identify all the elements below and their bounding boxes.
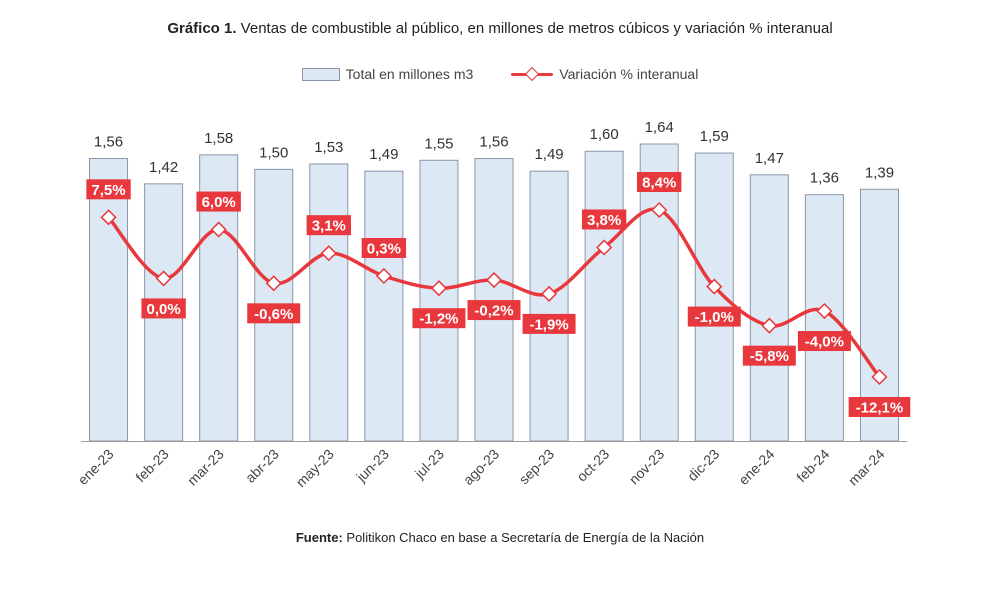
- line-value-label: -0,6%: [254, 306, 293, 323]
- line-value-label-box: [742, 345, 796, 366]
- line-point-marker: [596, 239, 613, 256]
- line-value-label: -5,8%: [750, 348, 789, 365]
- legend-line-swatch: [511, 66, 554, 82]
- line-value-label: 8,4%: [642, 175, 676, 192]
- line-point-marker: [155, 270, 172, 287]
- line-value-label: 0,3%: [367, 240, 401, 257]
- line-point-marker: [541, 285, 558, 302]
- x-tick-label: feb-23: [132, 446, 172, 486]
- bar-value-label: 1,36: [810, 170, 839, 187]
- line-point-marker: [816, 302, 833, 320]
- line-point-marker: [320, 245, 337, 262]
- line-point-marker: [706, 278, 723, 295]
- bar-value-label: 1,47: [755, 150, 784, 167]
- line-value-label-box: [86, 179, 131, 200]
- x-tick-label: nov-23: [626, 446, 668, 488]
- bar: [749, 174, 789, 442]
- line-value-label-box: [522, 313, 576, 334]
- bar-value-label: 1,39: [865, 164, 894, 181]
- bar-value-label: 1,58: [204, 130, 233, 147]
- line-value-label: 3,8%: [587, 212, 621, 229]
- line-value-label: -0,2%: [474, 303, 513, 320]
- source-text: Politikon Chaco en base a Secretaría de …: [342, 530, 705, 545]
- bar: [89, 157, 129, 442]
- line-value-label: 0,0%: [146, 301, 180, 318]
- bar: [419, 159, 459, 442]
- line-point-marker: [871, 368, 888, 386]
- line-value-label: -12,1%: [856, 400, 904, 417]
- chart-title: Gráfico 1. Ventas de combustible al públ…: [0, 20, 1000, 37]
- line-value-label: 3,1%: [312, 218, 346, 235]
- x-tick-label: jun-23: [352, 446, 392, 486]
- x-tick-label: sep-23: [516, 446, 558, 488]
- chart-legend: Total en millones m3 Variación % interan…: [0, 66, 1000, 82]
- line-point-marker: [210, 221, 227, 238]
- line-value-label-box: [361, 237, 407, 258]
- x-tick-label: dic-23: [684, 446, 722, 484]
- x-tick-label: may-23: [293, 446, 337, 490]
- bar-value-label: 1,56: [94, 133, 123, 150]
- line-value-label-box: [637, 172, 682, 192]
- line-value-label: 6,0%: [202, 194, 236, 211]
- bar: [694, 152, 734, 442]
- bar: [529, 170, 569, 442]
- x-tick-label: mar-23: [184, 446, 227, 489]
- line-value-label: -1,2%: [419, 311, 458, 328]
- bar-value-label: 1,59: [700, 128, 729, 145]
- line-value-label-box: [581, 209, 627, 230]
- line-point-marker: [100, 209, 117, 226]
- x-tick-label: feb-24: [793, 446, 833, 486]
- bar-value-label: 1,53: [314, 139, 343, 156]
- bar-value-label: 1,49: [534, 146, 563, 163]
- chart-title-text: Ventas de combustible al público, en mil…: [236, 20, 833, 37]
- line-point-marker: [485, 271, 503, 289]
- bar-value-label: 1,49: [369, 146, 398, 163]
- bar-value-label: 1,42: [149, 159, 178, 176]
- line-value-label-box: [467, 300, 521, 321]
- line-point-marker: [761, 317, 778, 334]
- legend-item-bars: Total en millones m3: [301, 66, 474, 82]
- legend-item-line: Variación % interanual: [511, 66, 698, 82]
- x-tick-label: ene-24: [735, 446, 777, 488]
- line-point-marker: [375, 267, 392, 285]
- bar: [639, 143, 679, 442]
- bar-value-label: 1,60: [590, 126, 619, 143]
- line-value-label: -1,0%: [695, 309, 734, 326]
- legend-bar-label: Total en millones m3: [345, 66, 474, 82]
- x-tick-label: oct-23: [573, 446, 612, 485]
- x-tick-label: mar-24: [845, 446, 888, 489]
- bar-value-label: 1,55: [424, 135, 453, 152]
- line-value-label-box: [306, 215, 351, 236]
- line-value-label-box: [141, 298, 186, 319]
- bar: [584, 150, 624, 442]
- bar-value-label: 1,50: [259, 144, 288, 161]
- legend-bar-swatch: [301, 67, 340, 81]
- chart-source: Fuente: Politikon Chaco en base a Secret…: [0, 530, 1000, 545]
- line-value-label-box: [196, 191, 241, 212]
- line-value-label-box: [797, 331, 851, 352]
- line-value-label: 7,5%: [91, 182, 125, 199]
- x-tick-label: abr-23: [242, 446, 282, 486]
- bar: [309, 163, 349, 442]
- x-tick-label: ago-23: [460, 446, 502, 488]
- chart-title-prefix: Gráfico 1.: [167, 20, 237, 37]
- line-point-marker: [430, 280, 447, 297]
- bar: [474, 157, 514, 442]
- bar-value-label: 1,56: [479, 133, 508, 150]
- line-point-marker: [265, 275, 282, 292]
- bar-value-label: 1,64: [645, 119, 674, 136]
- x-tick-label: jul-23: [411, 446, 447, 482]
- source-prefix: Fuente:: [295, 530, 343, 545]
- line-value-label: -1,9%: [529, 316, 568, 333]
- line-value-label: -4,0%: [805, 334, 844, 351]
- line-value-label-box: [247, 303, 301, 324]
- bar: [364, 170, 404, 442]
- legend-line-label: Variación % interanual: [559, 66, 699, 82]
- line-point-marker: [651, 201, 668, 219]
- x-tick-label: ene-23: [75, 446, 117, 488]
- line-value-label-box: [412, 308, 466, 329]
- line-value-label-box: [848, 397, 911, 417]
- line-value-label-box: [687, 306, 741, 327]
